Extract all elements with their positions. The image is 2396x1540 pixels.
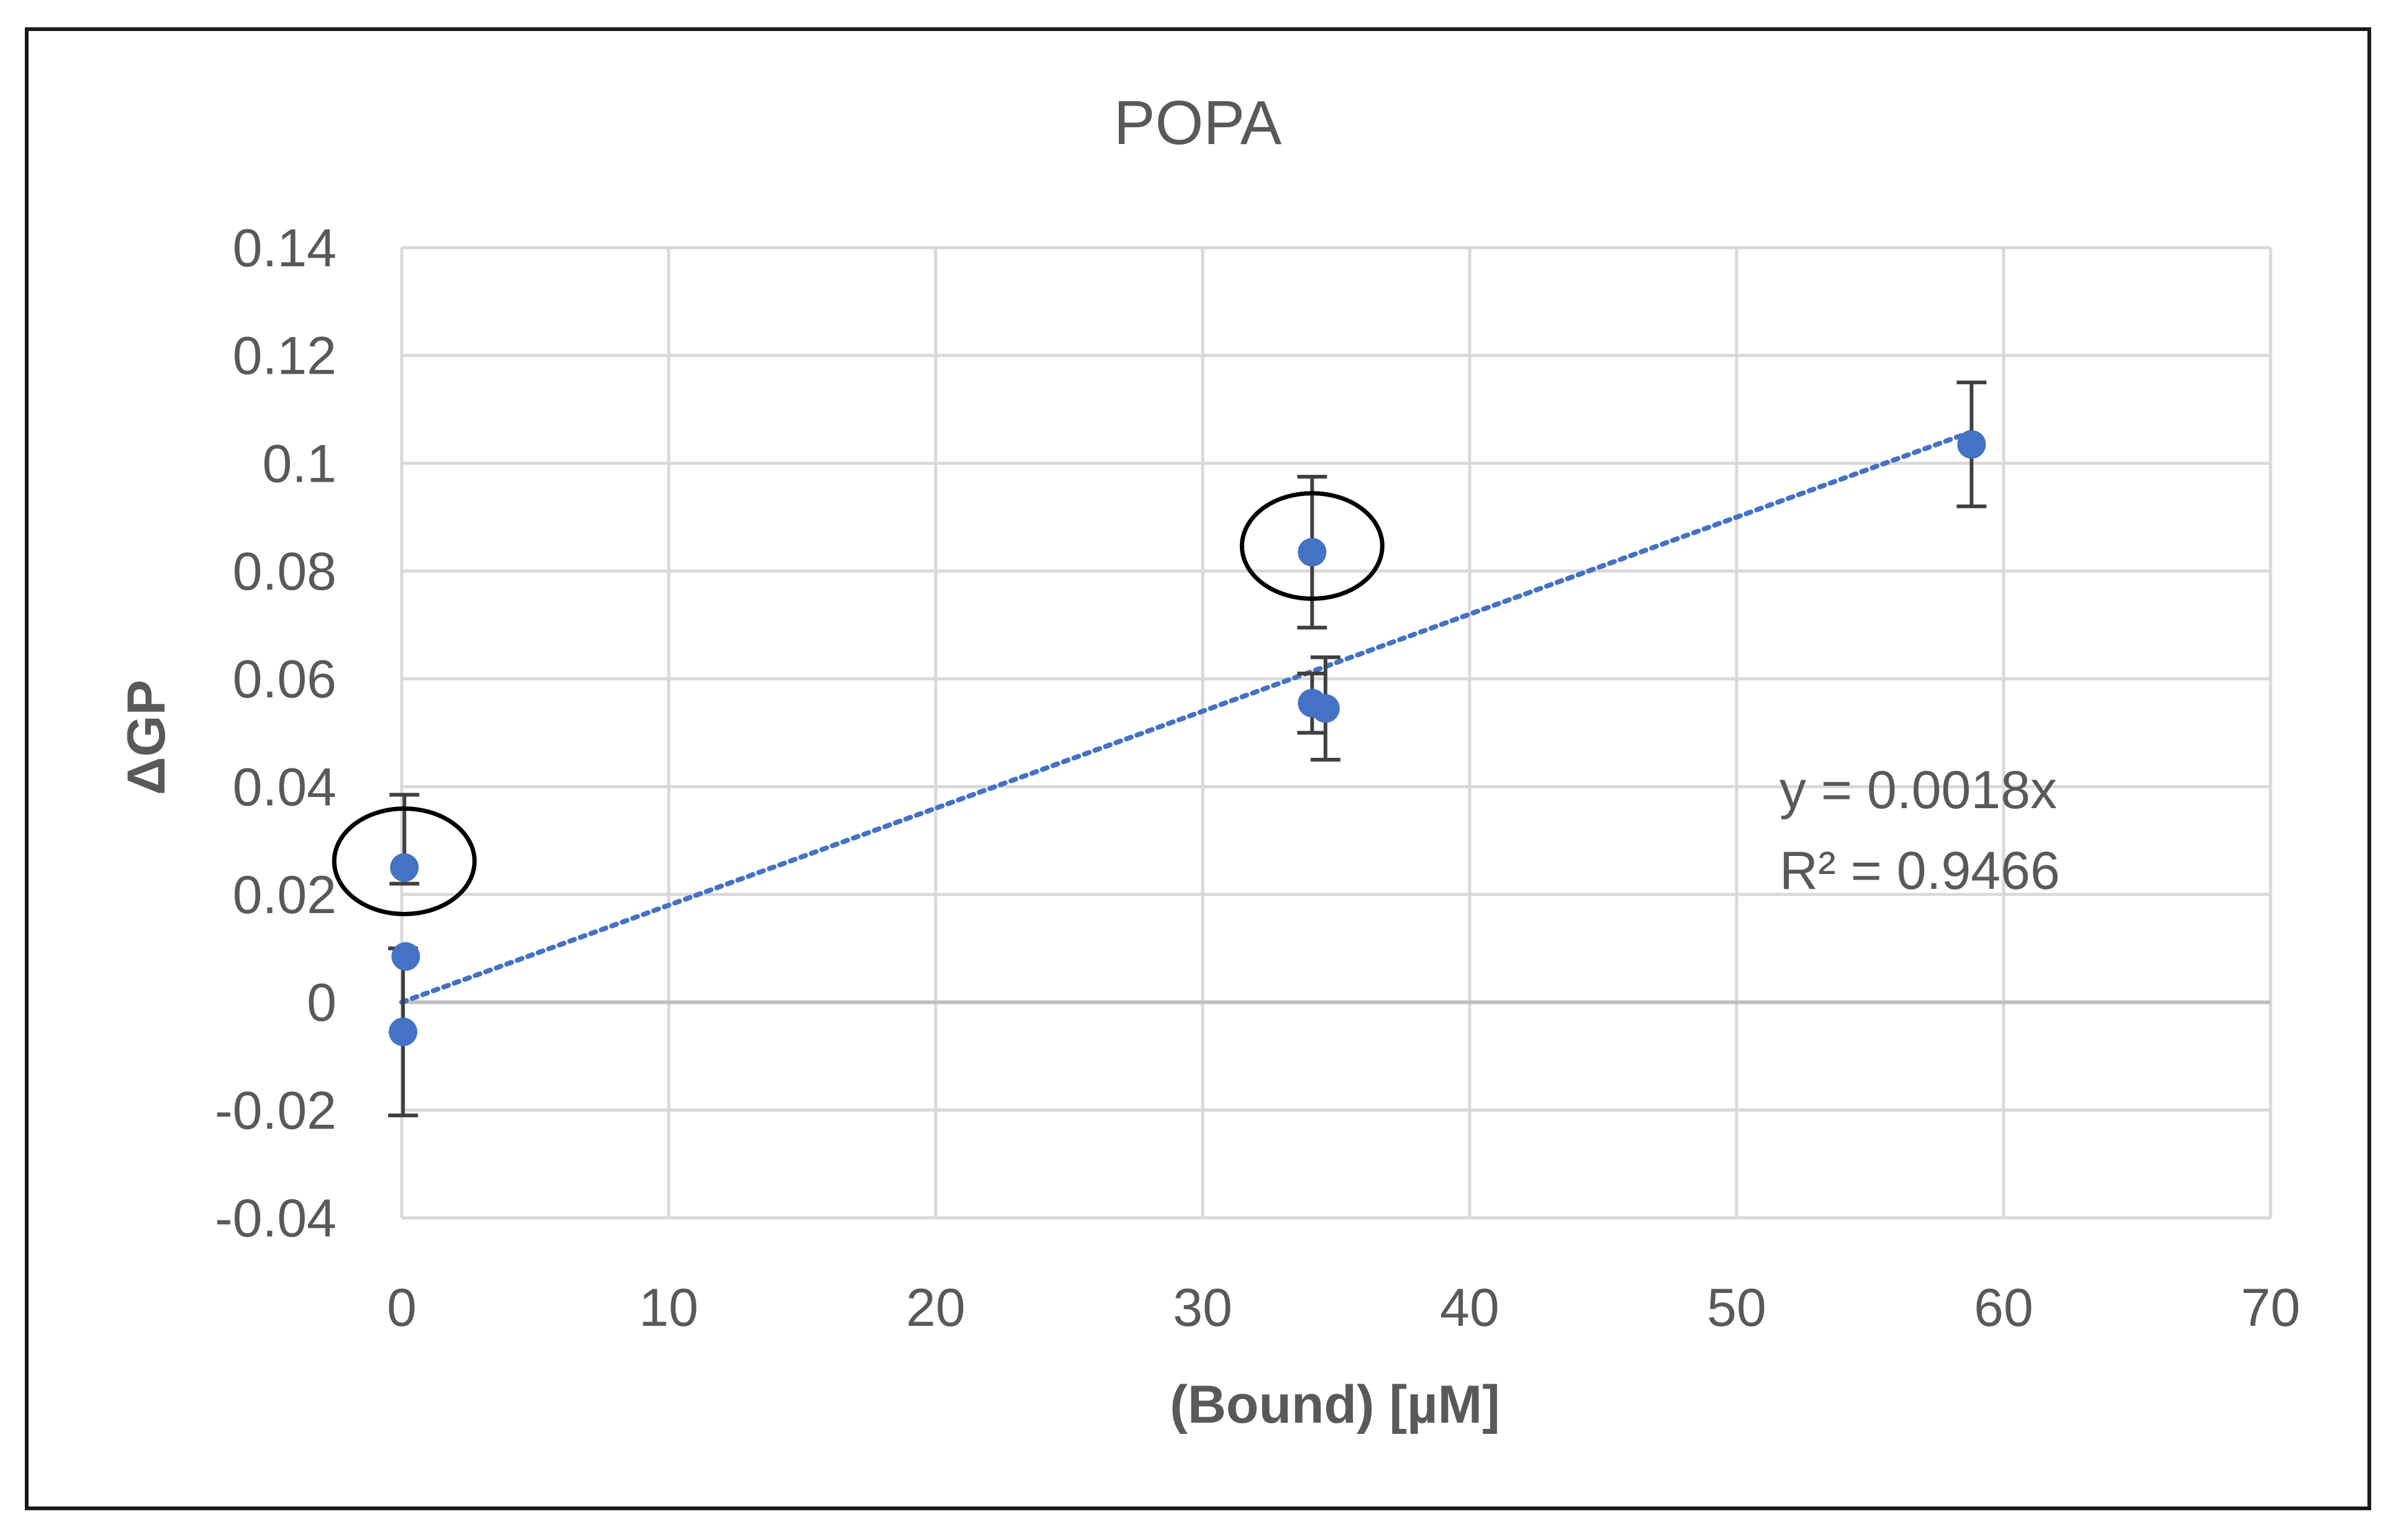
highlight-circles bbox=[332, 491, 1385, 917]
x-tick-label: 20 bbox=[906, 1278, 965, 1338]
error-bars bbox=[388, 380, 1987, 1118]
y-axis-label: ΔGP bbox=[117, 680, 176, 795]
data-point bbox=[1311, 694, 1340, 723]
x-tick-label: 30 bbox=[1173, 1278, 1232, 1338]
y-tick-label: 0 bbox=[307, 973, 337, 1033]
data-point bbox=[390, 853, 419, 882]
y-tick-label: 0.02 bbox=[233, 865, 337, 925]
trendline-equation: y = 0.0018x bbox=[1779, 760, 2057, 820]
y-tick-label: -0.02 bbox=[215, 1081, 337, 1140]
chart-title: POPA bbox=[1114, 88, 1282, 158]
y-tick-label: 0.06 bbox=[233, 650, 337, 709]
y-tick-label: 0.1 bbox=[262, 434, 337, 493]
trendline-r-squared: R² = 0.9466 bbox=[1779, 841, 2060, 901]
x-tick-label: 50 bbox=[1707, 1278, 1766, 1338]
y-tick-label: 0.12 bbox=[233, 326, 337, 386]
y-tick-labels: -0.04 -0.02 0 0.02 0.04 0.06 0.08 0.1 0.12 0.14 bbox=[215, 218, 337, 1248]
x-tick-labels: 0 10 20 30 40 50 60 70 bbox=[387, 1278, 2300, 1338]
x-tick-label: 10 bbox=[639, 1278, 698, 1338]
y-tick-label: 0.08 bbox=[233, 542, 337, 601]
y-tick-label: 0.14 bbox=[233, 218, 337, 278]
chart-frame bbox=[25, 27, 2371, 1510]
highlight-circle bbox=[1239, 491, 1385, 601]
x-tick-label: 40 bbox=[1440, 1278, 1499, 1338]
x-axis-label: (Bound) [µM] bbox=[1170, 1375, 1500, 1434]
data-point bbox=[1957, 430, 1986, 459]
gridlines bbox=[400, 246, 2272, 1220]
trendline bbox=[399, 429, 1974, 1005]
data-points bbox=[389, 430, 1986, 1047]
data-point bbox=[1298, 538, 1327, 567]
x-tick-label: 0 bbox=[387, 1278, 417, 1338]
y-tick-label: 0.04 bbox=[233, 757, 337, 817]
trendline-group bbox=[399, 429, 1974, 1005]
y-tick-label: -0.04 bbox=[215, 1189, 337, 1248]
highlight-circle bbox=[332, 806, 477, 917]
x-tick-label: 60 bbox=[1974, 1278, 2033, 1338]
data-point bbox=[389, 1017, 418, 1047]
x-tick-label: 70 bbox=[2241, 1278, 2300, 1338]
data-point bbox=[391, 942, 420, 971]
